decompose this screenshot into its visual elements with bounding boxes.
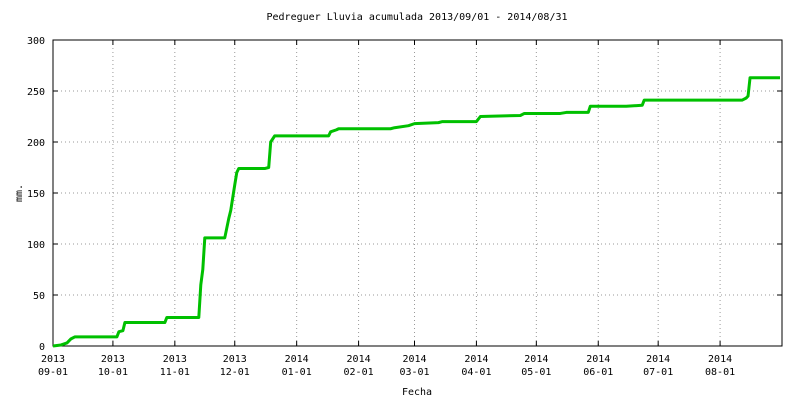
- chart-title: Pedreguer Lluvia acumulada 2013/09/01 - …: [266, 12, 567, 23]
- x-tick-label: 2013 09-01: [38, 354, 68, 378]
- y-tick-label: 150: [27, 189, 45, 200]
- y-tick-label: 0: [39, 342, 45, 353]
- y-tick-label: 200: [27, 138, 45, 149]
- x-tick-label: 2014 03-01: [399, 354, 429, 378]
- x-tick-label: 2014 02-01: [344, 354, 374, 378]
- x-tick-label: 2014 05-01: [521, 354, 551, 378]
- x-tick-label: 2014 01-01: [282, 354, 312, 378]
- x-tick-label: 2014 08-01: [705, 354, 735, 378]
- x-tick-label: 2013 11-01: [160, 354, 190, 378]
- y-axis-label: mm.: [14, 184, 25, 202]
- y-tick-label: 300: [27, 36, 45, 47]
- plot-frame: [52, 39, 783, 347]
- x-axis-label: Fecha: [402, 387, 432, 398]
- y-tick-label: 50: [33, 291, 45, 302]
- y-tick-label: 100: [27, 240, 45, 251]
- x-tick-label: 2013 10-01: [98, 354, 128, 378]
- y-tick-label: 250: [27, 87, 45, 98]
- data-line: [52, 76, 781, 348]
- x-tick-label: 2014 06-01: [583, 354, 613, 378]
- x-tick-label: 2014 04-01: [461, 354, 491, 378]
- x-tick-label: 2013 12-01: [220, 354, 250, 378]
- x-tick-label: 2014 07-01: [643, 354, 673, 378]
